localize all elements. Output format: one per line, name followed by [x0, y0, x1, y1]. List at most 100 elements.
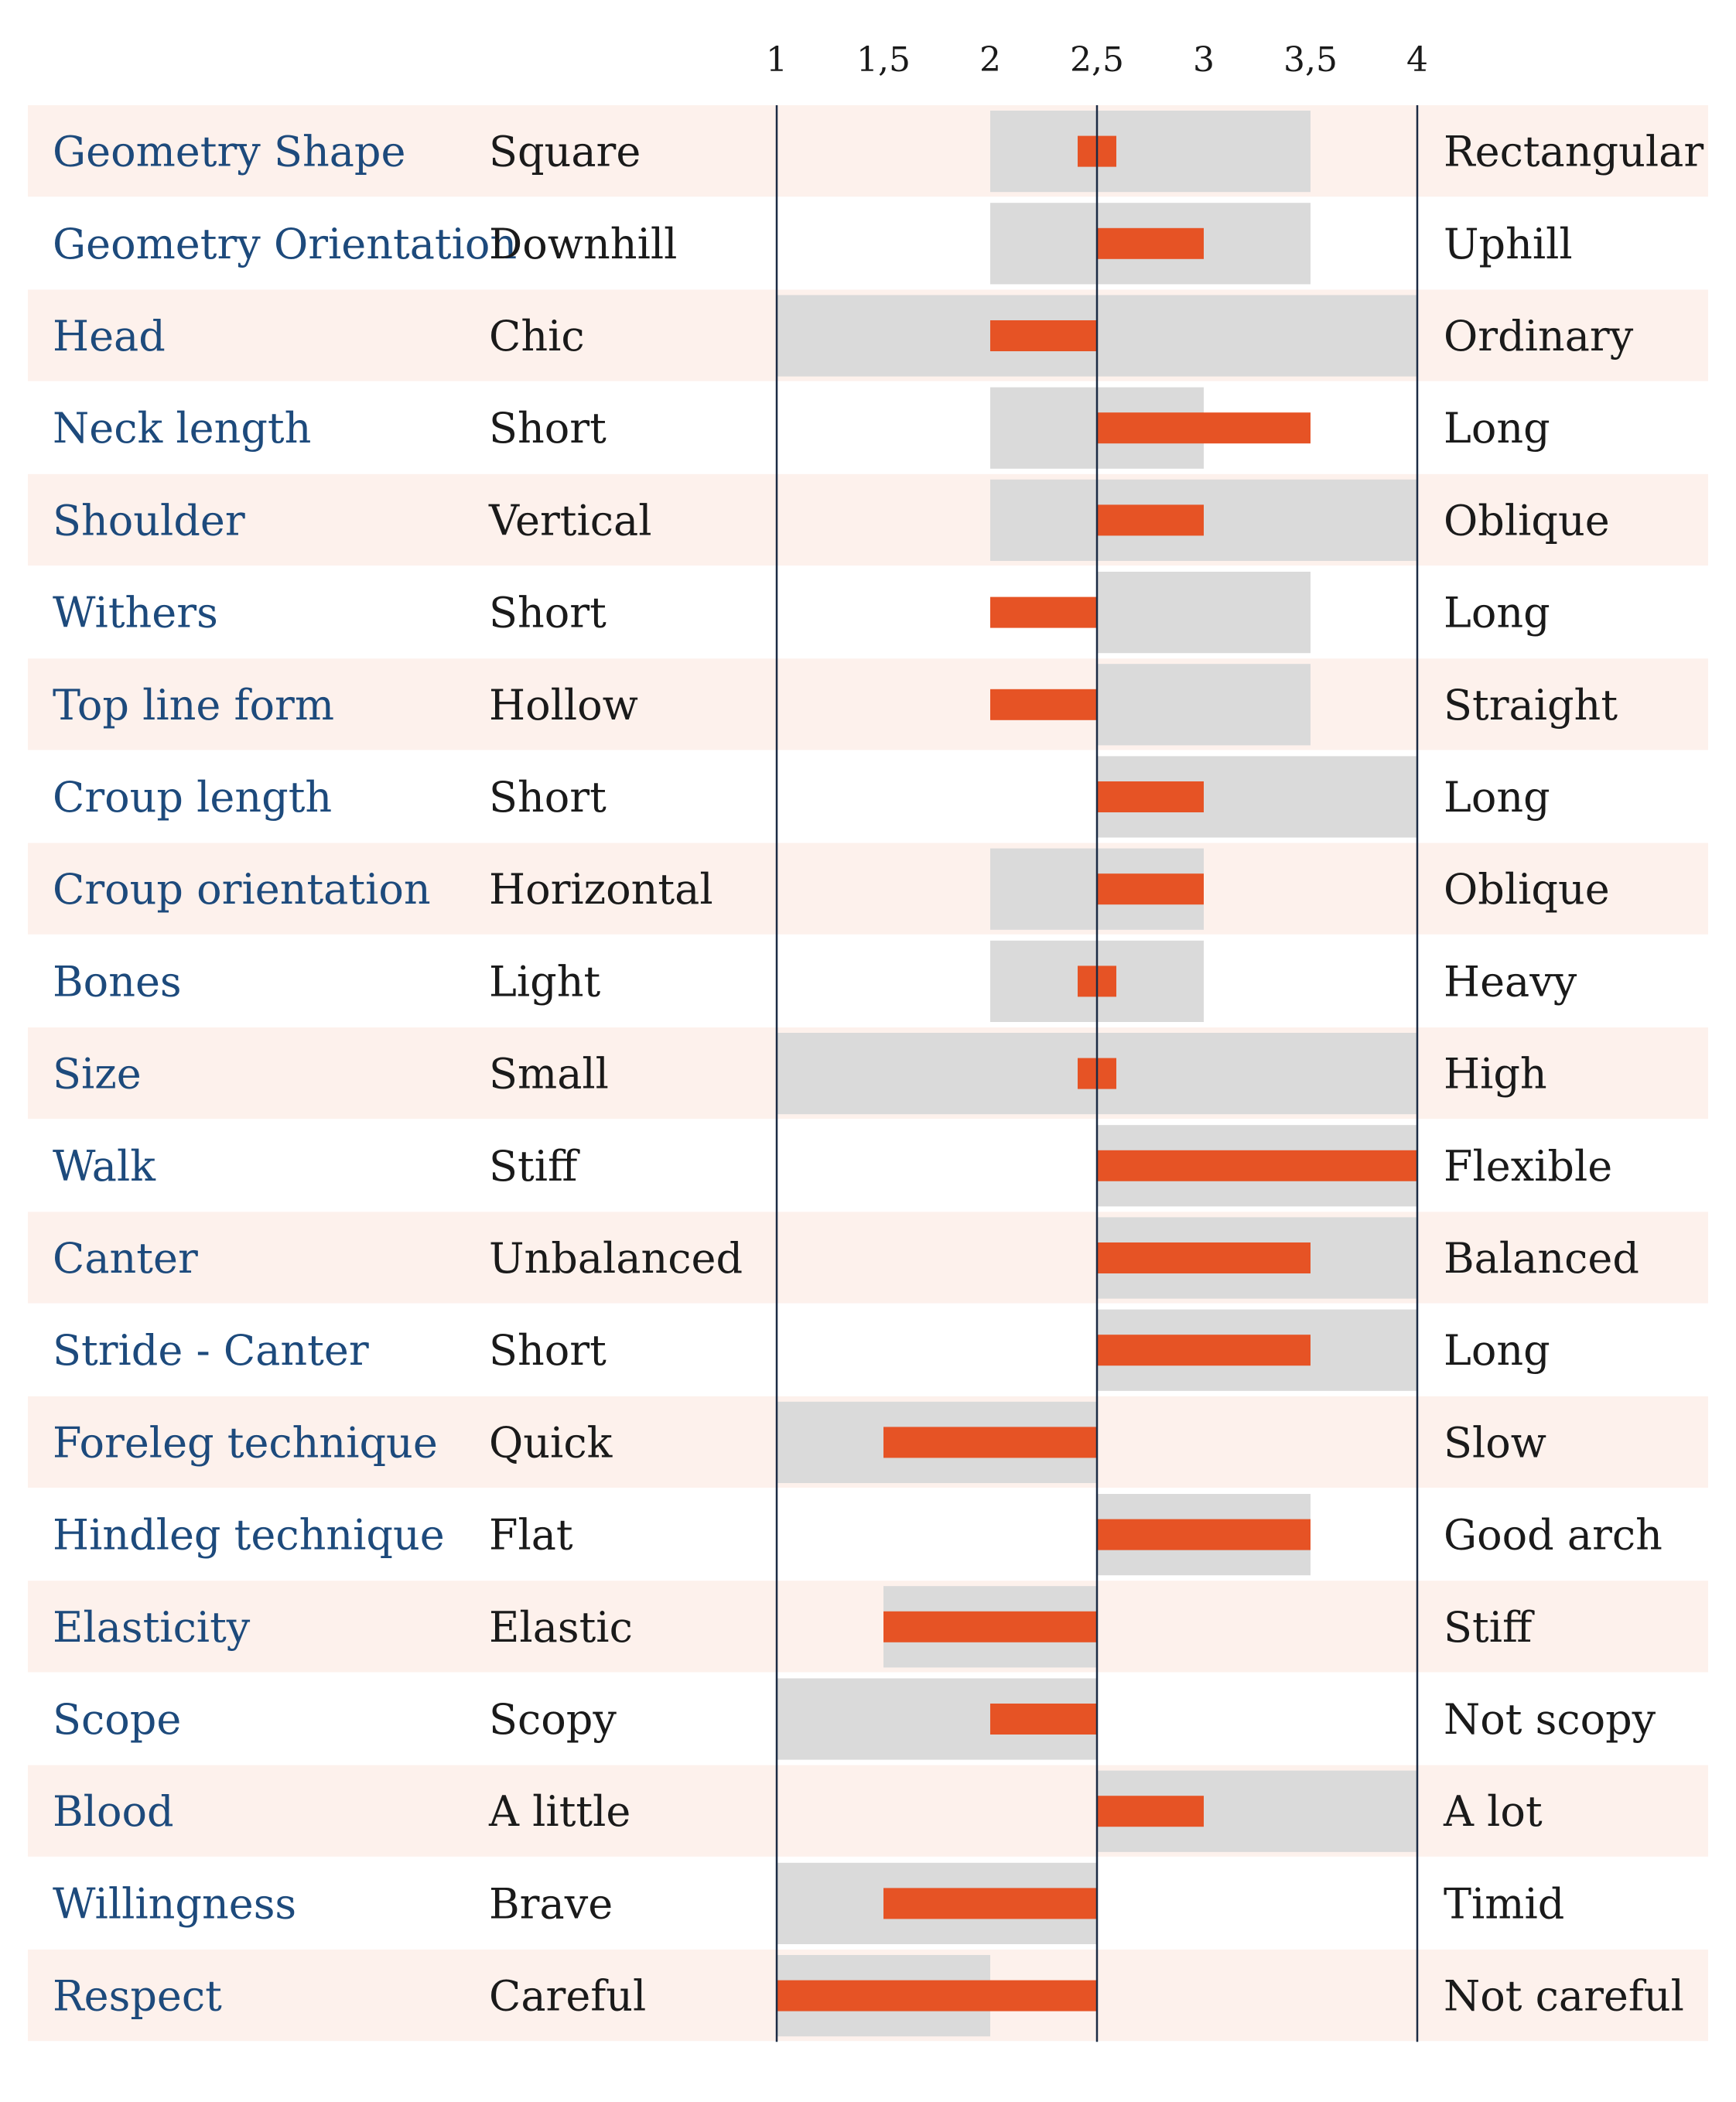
range-bar — [1097, 664, 1311, 746]
tick-label: 3 — [1193, 40, 1215, 80]
trait-label: Head — [53, 312, 166, 361]
tick-label: 2 — [979, 40, 1001, 80]
value-bar — [1097, 227, 1204, 259]
trait-label: Croup orientation — [53, 865, 431, 914]
left-pole-label: Square — [489, 128, 641, 176]
left-pole-label: Quick — [489, 1418, 613, 1467]
right-pole-label: Balanced — [1444, 1234, 1639, 1283]
range-bar — [990, 111, 1311, 193]
value-bar — [1097, 1796, 1204, 1827]
right-pole-label: Flexible — [1444, 1142, 1612, 1191]
right-pole-label: Ordinary — [1444, 312, 1634, 361]
left-pole-label: Hollow — [489, 681, 638, 730]
value-bar — [1097, 1335, 1311, 1366]
trait-label: Geometry Shape — [53, 128, 405, 176]
trait-label: Top line form — [53, 681, 334, 730]
trait-label: Respect — [53, 1972, 222, 2021]
trait-label: Geometry Orientation — [53, 220, 517, 268]
left-pole-label: Downhill — [489, 220, 677, 268]
row-band — [28, 1581, 1708, 1673]
trait-label: Elasticity — [53, 1603, 251, 1652]
left-pole-label: Short — [489, 773, 607, 822]
right-pole-label: Long — [1444, 1326, 1550, 1375]
right-pole-label: Rectangular — [1444, 128, 1704, 176]
value-bar — [990, 1704, 1097, 1735]
left-pole-label: Flat — [489, 1511, 573, 1560]
trait-label: Shoulder — [53, 496, 245, 545]
row-band — [28, 1212, 1708, 1304]
tick-label: 4 — [1406, 40, 1428, 80]
left-pole-label: Short — [489, 1326, 607, 1375]
tick-label: 3,5 — [1283, 40, 1338, 80]
left-pole-label: Unbalanced — [489, 1234, 743, 1283]
value-bar — [1097, 1150, 1417, 1181]
right-pole-label: Timid — [1444, 1879, 1564, 1928]
left-pole-label: Small — [489, 1050, 609, 1099]
value-bar — [990, 596, 1097, 628]
right-pole-label: Slow — [1444, 1418, 1546, 1467]
value-bar — [883, 1427, 1097, 1458]
left-pole-label: Brave — [489, 1879, 613, 1928]
left-pole-label: Scopy — [489, 1695, 617, 1744]
right-pole-label: A lot — [1443, 1787, 1543, 1836]
value-bars — [777, 135, 1417, 2011]
trait-label: Bones — [53, 957, 182, 1006]
value-bar — [883, 1611, 1097, 1642]
value-bar — [1097, 412, 1311, 444]
trait-label: Hindleg technique — [53, 1511, 445, 1560]
value-bar — [1097, 504, 1204, 536]
row-band — [28, 658, 1708, 750]
left-pole-label: Short — [489, 589, 607, 637]
left-pole-label: A little — [488, 1787, 630, 1836]
trait-label: Neck length — [53, 404, 311, 453]
row-labels: Geometry Shape Square Rectangular Geometry … — [53, 128, 1704, 2021]
right-pole-label: Straight — [1444, 681, 1618, 730]
trait-label: Withers — [53, 589, 218, 637]
row-band — [28, 1765, 1708, 1857]
value-bar — [990, 689, 1097, 720]
trait-label: Canter — [53, 1234, 198, 1283]
tick-label: 2,5 — [1070, 40, 1124, 80]
left-pole-label: Careful — [489, 1972, 646, 2021]
right-pole-label: Long — [1444, 404, 1550, 453]
left-pole-label: Chic — [489, 312, 585, 361]
value-bar — [777, 1980, 1097, 2011]
row-band — [28, 843, 1708, 935]
value-bar — [1097, 873, 1204, 905]
right-pole-label: High — [1444, 1050, 1547, 1099]
value-bar — [1097, 1242, 1311, 1273]
trait-label: Foreleg technique — [53, 1418, 438, 1467]
left-pole-label: Light — [489, 957, 600, 1006]
right-pole-label: Long — [1444, 773, 1550, 822]
trait-label: Size — [53, 1050, 142, 1099]
tick-label: 1,5 — [856, 40, 911, 80]
axis-lines — [775, 105, 1419, 2042]
right-pole-label: Oblique — [1444, 496, 1610, 545]
range-bar — [1097, 572, 1311, 654]
trait-label: Walk — [53, 1142, 156, 1191]
right-pole-label: Heavy — [1444, 957, 1577, 1006]
right-pole-label: Good arch — [1444, 1511, 1663, 1560]
left-pole-label: Elastic — [489, 1603, 633, 1652]
value-bar — [990, 320, 1097, 351]
value-bar — [1097, 781, 1204, 812]
right-pole-label: Not scopy — [1444, 1695, 1656, 1744]
right-pole-label: Uphill — [1444, 220, 1573, 268]
right-pole-label: Not careful — [1444, 1972, 1684, 2021]
tick-labels: 1 1,5 2 2,5 3 3,5 4 — [766, 40, 1428, 80]
row-band — [28, 105, 1708, 197]
value-bar — [883, 1888, 1097, 1919]
trait-label: Stride - Canter — [53, 1326, 369, 1375]
tick-label: 1 — [766, 40, 788, 80]
trait-label: Scope — [53, 1695, 181, 1744]
right-pole-label: Long — [1444, 589, 1550, 637]
trait-label: Croup length — [53, 773, 332, 822]
trait-label: Willingness — [53, 1879, 296, 1928]
left-pole-label: Horizontal — [489, 865, 713, 914]
value-bar — [1097, 1519, 1311, 1550]
trait-label: Blood — [53, 1787, 174, 1836]
left-pole-label: Vertical — [488, 496, 652, 545]
right-pole-label: Stiff — [1444, 1603, 1535, 1652]
left-pole-label: Stiff — [489, 1142, 580, 1191]
